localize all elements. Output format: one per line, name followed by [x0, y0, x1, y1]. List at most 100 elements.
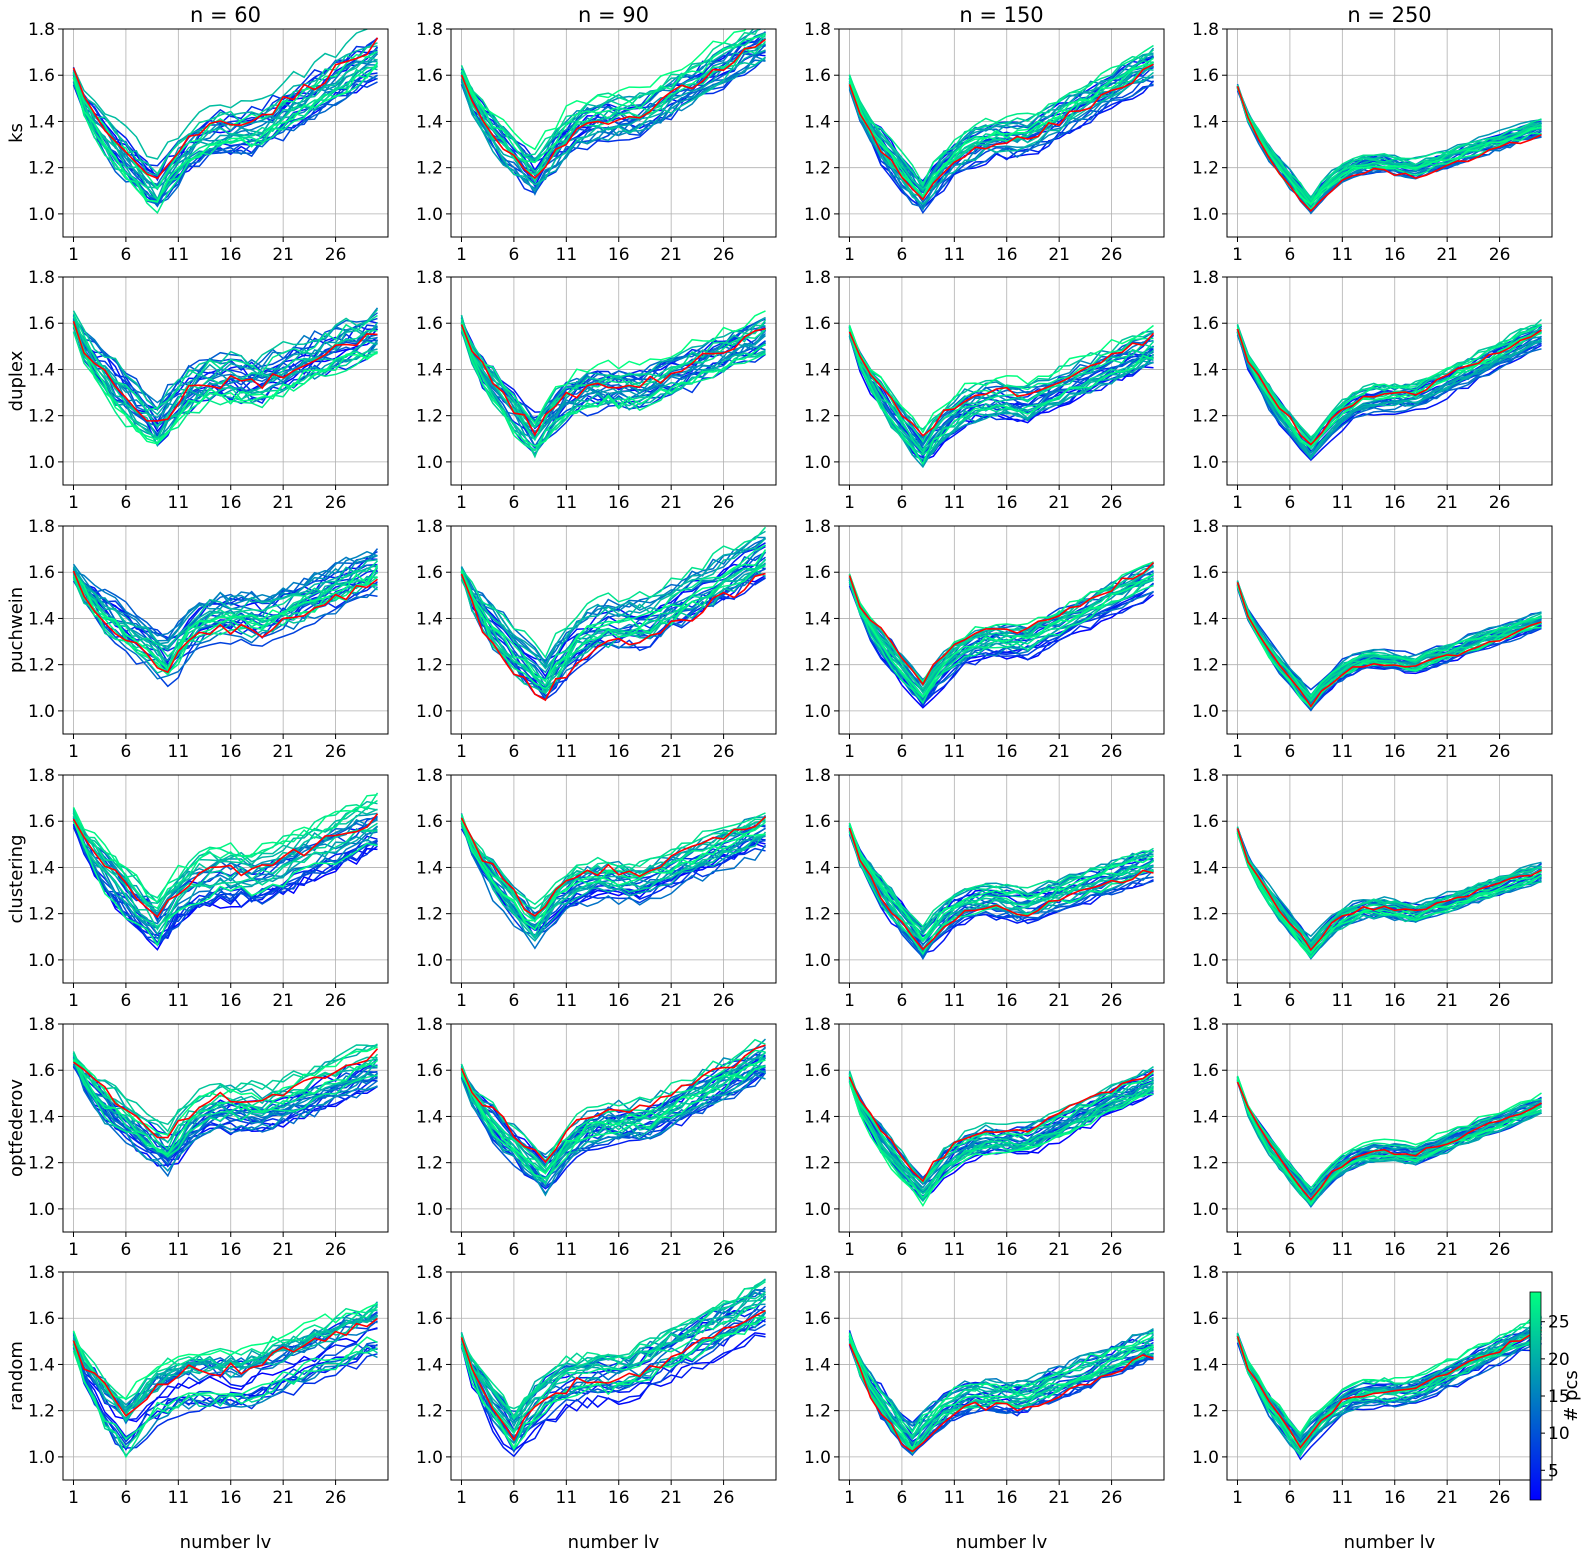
series-line — [848, 53, 1154, 193]
axes-frame — [1226, 1023, 1553, 1233]
panel-duplex-0: 1 6 11 16 21 261.01.21.41.61.8 — [28, 268, 389, 513]
x-tick-label: 26 — [713, 742, 735, 762]
panel-random-3: 1 6 11 16 21 261.01.21.41.61.8 — [1192, 1263, 1553, 1508]
series-line-red — [72, 1317, 378, 1418]
series-line — [72, 799, 378, 910]
x-tick-label: 26 — [1101, 493, 1123, 513]
x-tick-label: 26 — [1489, 245, 1511, 265]
series-line — [848, 1077, 1154, 1192]
axes-frame — [450, 774, 777, 984]
y-tick-label: 1.2 — [1192, 905, 1219, 925]
x-tick-label: 6 — [120, 991, 131, 1011]
series-line — [1236, 1077, 1542, 1196]
x-tick-label: 6 — [896, 1240, 907, 1260]
panel-duplex-3: 1 6 11 16 21 261.01.21.41.61.8 — [1192, 268, 1553, 513]
axes-frame — [62, 1023, 389, 1233]
series-line — [848, 575, 1154, 705]
y-tick-label: 1.8 — [416, 766, 443, 786]
series-line — [72, 1057, 378, 1178]
series-line — [72, 1343, 378, 1446]
series-line — [460, 816, 766, 919]
x-tick-label: 16 — [608, 493, 630, 513]
y-tick-label: 1.6 — [804, 1309, 831, 1329]
series-line — [460, 544, 766, 674]
x-tick-label: 21 — [272, 991, 294, 1011]
series-line — [460, 56, 766, 186]
x-axis-labels: number lv number lv number lv number lv — [180, 1532, 1436, 1551]
series-line — [848, 62, 1154, 198]
x-tick-label: 11 — [944, 1488, 966, 1508]
y-tick-label: 1.8 — [28, 1015, 55, 1035]
series-line — [72, 1043, 378, 1133]
x-tick-label: 11 — [168, 493, 190, 513]
series-line — [72, 1344, 378, 1449]
y-tick-label: 1.0 — [28, 205, 55, 225]
series-group — [848, 1328, 1155, 1457]
y-tick-label: 1.2 — [416, 905, 443, 925]
x-tick-label: 6 — [896, 245, 907, 265]
y-tick-label: 1.4 — [28, 360, 55, 380]
series-line — [848, 822, 1154, 936]
series-line — [460, 823, 766, 942]
series-line — [460, 1293, 766, 1433]
series-line — [72, 558, 378, 651]
series-line — [460, 820, 766, 931]
y-tick-label: 1.6 — [804, 812, 831, 832]
series-line — [72, 1053, 378, 1155]
series-line — [1236, 327, 1542, 448]
y-tick-label: 1.6 — [1192, 1061, 1219, 1081]
y-tick-label: 1.2 — [804, 1402, 831, 1422]
series-line — [1236, 323, 1542, 444]
axes-frame — [450, 1023, 777, 1233]
x-tick-label: 6 — [896, 1488, 907, 1508]
series-line — [1236, 1317, 1542, 1435]
x-tick-label: 11 — [556, 991, 578, 1011]
y-tick-label: 1.2 — [28, 1402, 55, 1422]
y-tick-label: 1.8 — [416, 1015, 443, 1035]
x-tick-label: 21 — [1048, 245, 1070, 265]
series-line — [72, 800, 378, 904]
series-line-red — [73, 1048, 379, 1139]
series-line — [72, 572, 379, 680]
series-line — [848, 827, 1154, 955]
x-tick-label: 1 — [68, 245, 79, 265]
series-line-red — [460, 1309, 766, 1442]
series-line — [1236, 581, 1542, 700]
axes-frame — [450, 1271, 777, 1481]
series-line — [1236, 832, 1542, 959]
series-line — [1236, 1081, 1542, 1207]
y-tick-label: 1.2 — [416, 1154, 443, 1174]
colorbar-tick-label: 20 — [1548, 1350, 1570, 1370]
series-line — [72, 1309, 378, 1423]
row-label: optfederov — [6, 1079, 27, 1177]
axes-frame — [1226, 28, 1553, 238]
x-tick-label: 21 — [272, 1240, 294, 1260]
x-tick-label: 21 — [1436, 742, 1458, 762]
y-tick-label: 1.4 — [1192, 360, 1219, 380]
y-tick-label: 1.8 — [1192, 517, 1219, 537]
y-tick-label: 1.0 — [1192, 453, 1219, 473]
series-line — [72, 575, 378, 670]
series-line — [848, 332, 1154, 456]
x-tick-label: 16 — [996, 245, 1018, 265]
row-labels: ks duplex puchwein clustering optfederov rand… — [6, 123, 27, 1411]
series-line — [72, 550, 378, 642]
axes-frame — [1226, 276, 1553, 486]
row-label: duplex — [6, 350, 27, 411]
x-tick-label: 21 — [660, 245, 682, 265]
axes-frame — [62, 28, 389, 238]
y-tick-label: 1.0 — [804, 702, 831, 722]
y-tick-label: 1.0 — [28, 453, 55, 473]
series-line — [848, 324, 1154, 434]
panel-random-2: 1 6 11 16 21 261.01.21.41.61.8 — [804, 1263, 1165, 1508]
x-tick-label: 6 — [508, 1488, 519, 1508]
y-tick-label: 1.2 — [28, 656, 55, 676]
panel-puchwein-0: 1 6 11 16 21 261.01.21.41.61.8 — [28, 517, 389, 762]
x-tick-label: 6 — [120, 245, 131, 265]
x-tick-label: 16 — [220, 1488, 242, 1508]
series-group — [1236, 318, 1543, 462]
x-tick-label: 11 — [168, 742, 190, 762]
y-tick-label: 1.2 — [804, 407, 831, 427]
x-tick-label: 26 — [713, 245, 735, 265]
panel-puchwein-2: 1 6 11 16 21 261.01.21.41.61.8 — [804, 517, 1165, 762]
